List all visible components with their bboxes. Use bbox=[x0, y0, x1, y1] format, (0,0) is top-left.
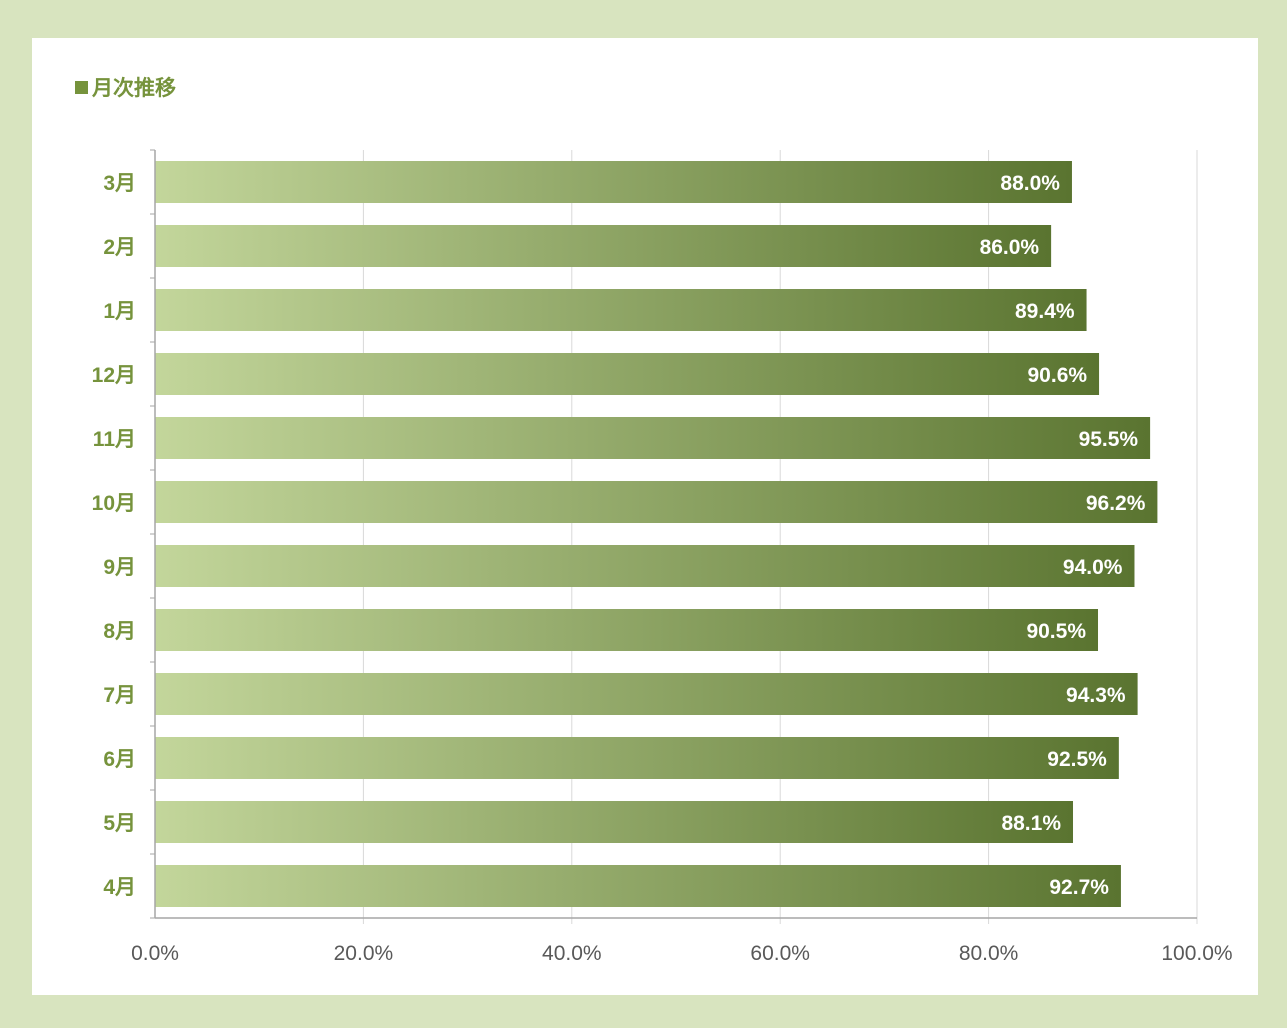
bar bbox=[155, 289, 1087, 331]
bar-value-label: 95.5% bbox=[1079, 428, 1139, 451]
bar-value-label: 94.3% bbox=[1066, 684, 1126, 707]
bar bbox=[155, 865, 1121, 907]
bar-value-label: 89.4% bbox=[1015, 300, 1075, 323]
bar-value-label: 90.5% bbox=[1026, 620, 1086, 643]
category-label: 3月 bbox=[103, 172, 136, 195]
category-label: 8月 bbox=[103, 620, 136, 643]
x-tick-label: 60.0% bbox=[750, 942, 810, 965]
bar bbox=[155, 417, 1151, 459]
category-label: 12月 bbox=[92, 364, 136, 387]
bar bbox=[155, 161, 1072, 203]
category-label: 1月 bbox=[103, 300, 136, 323]
bar bbox=[155, 801, 1074, 843]
bar bbox=[155, 353, 1100, 395]
category-label: 7月 bbox=[103, 684, 136, 707]
bar-value-label: 90.6% bbox=[1028, 364, 1088, 387]
x-tick-label: 100.0% bbox=[1161, 942, 1232, 965]
bar-value-label: 88.0% bbox=[1000, 172, 1060, 195]
category-label: 9月 bbox=[103, 556, 136, 579]
category-label: 5月 bbox=[103, 812, 136, 835]
category-label: 4月 bbox=[103, 876, 136, 899]
grid-layer bbox=[362, 150, 1198, 924]
bar-value-label: 94.0% bbox=[1063, 556, 1123, 579]
bar bbox=[155, 609, 1099, 651]
title-square-icon bbox=[75, 80, 88, 94]
bar-value-label: 92.5% bbox=[1047, 748, 1107, 771]
chart-title-text: 月次推移 bbox=[92, 76, 176, 100]
bar bbox=[155, 481, 1158, 523]
bar bbox=[155, 225, 1052, 267]
bar bbox=[155, 545, 1135, 587]
bar bbox=[155, 737, 1119, 779]
bar-value-label: 96.2% bbox=[1086, 492, 1146, 515]
x-tick-label: 0.0% bbox=[131, 942, 179, 965]
bar-value-label: 88.1% bbox=[1001, 812, 1061, 835]
category-label: 11月 bbox=[93, 428, 136, 451]
label-layer: 0.0% 20.0% 40.0% 60.0% 80.0% 100.0% 88.0% 3月 86.… bbox=[92, 172, 1233, 965]
chart-title: 月次推移 bbox=[75, 72, 176, 102]
x-tick-label: 80.0% bbox=[959, 942, 1019, 965]
bar-layer bbox=[155, 161, 1158, 907]
bar-value-label: 92.7% bbox=[1049, 876, 1109, 899]
category-label: 6月 bbox=[103, 748, 136, 771]
bar-value-label: 86.0% bbox=[980, 236, 1040, 259]
category-label: 10月 bbox=[92, 492, 136, 515]
x-tick-label: 40.0% bbox=[542, 942, 602, 965]
x-tick-label: 20.0% bbox=[334, 942, 394, 965]
category-label: 2月 bbox=[103, 236, 136, 259]
axis-layer bbox=[150, 149, 1197, 919]
bar bbox=[155, 673, 1138, 715]
